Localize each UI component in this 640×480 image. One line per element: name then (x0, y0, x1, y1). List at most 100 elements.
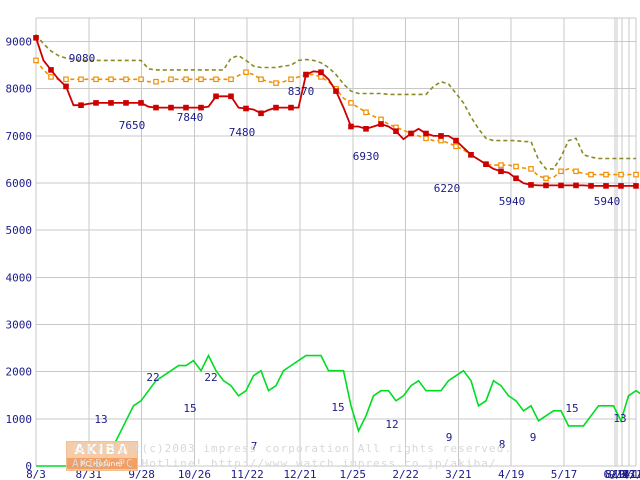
series-marker-min-price (168, 104, 174, 111)
series-marker-avg-price (108, 76, 114, 83)
point-label: 7480 (229, 126, 256, 139)
series-marker-min-price (63, 83, 69, 90)
series-marker-min-price (288, 104, 294, 111)
series-marker-avg-price (633, 171, 639, 178)
series-marker-min-price (453, 137, 459, 144)
series-marker-min-price (348, 123, 354, 130)
x-tick-label: 1/25 (340, 468, 367, 480)
y-tick-label: 9000 (6, 36, 33, 49)
series-marker-avg-price (93, 76, 99, 83)
y-tick-label: 6000 (6, 177, 33, 190)
x-tick-label: 12/21 (283, 468, 316, 480)
series-marker-min-price (78, 102, 84, 109)
point-label: 9080 (69, 52, 96, 65)
point-label: 15 (331, 401, 344, 414)
point-label: 9 (530, 431, 537, 444)
series-line-max-price (35, 34, 636, 170)
x-tick-label: 10/26 (178, 468, 211, 480)
series-marker-avg-price (318, 74, 324, 80)
point-label: 6930 (353, 150, 380, 163)
series-marker-avg-price (288, 76, 294, 83)
series-marker-avg-price (348, 100, 354, 106)
x-tick-label: 2/22 (392, 468, 419, 480)
series-marker-min-price (213, 93, 219, 100)
series-marker-min-price (633, 183, 639, 189)
point-label: 13 (94, 413, 107, 426)
series-marker-avg-price (228, 76, 234, 83)
point-label: 5940 (594, 195, 621, 208)
series-marker-avg-price (573, 168, 579, 175)
series-marker-min-price (423, 130, 429, 137)
series-marker-avg-price (513, 163, 519, 170)
point-label: 7650 (119, 119, 146, 132)
series-marker-min-price (528, 182, 534, 188)
series-marker-min-price (513, 175, 519, 182)
series-marker-avg-price (63, 76, 69, 83)
series-marker-min-price (138, 100, 144, 106)
point-label: 13 (613, 412, 626, 425)
y-tick-label: 4000 (6, 271, 33, 284)
point-label: 5940 (499, 195, 526, 208)
point-label: 7 (251, 440, 258, 453)
series-marker-min-price (93, 100, 99, 106)
series-marker-avg-price (618, 171, 624, 178)
series-marker-min-price (603, 183, 609, 189)
series-marker-avg-price (48, 74, 54, 80)
series-marker-avg-price (603, 171, 609, 178)
series-marker-avg-price (558, 168, 564, 175)
series-marker-avg-price (138, 76, 144, 83)
series-marker-avg-price (363, 109, 369, 116)
series-marker-min-price (363, 125, 369, 132)
series-marker-avg-price (153, 78, 159, 85)
series-marker-min-price (408, 130, 414, 137)
series-marker-avg-price (453, 143, 459, 150)
series-marker-avg-price (258, 76, 264, 83)
series-marker-avg-price (498, 162, 504, 168)
series-marker-min-price (588, 183, 594, 189)
x-tick-label: 8/9 (605, 468, 625, 480)
series-marker-min-price (573, 182, 579, 189)
series-marker-min-price (498, 168, 504, 175)
point-label: 15 (565, 402, 578, 415)
series-marker-min-price (183, 104, 189, 111)
series-marker-min-price (618, 183, 624, 189)
series-marker-avg-price (33, 57, 39, 64)
series-marker-min-price (393, 128, 399, 135)
y-tick-label: 7000 (6, 130, 33, 143)
x-tick-label: 3/21 (445, 468, 472, 480)
series-marker-min-price (153, 104, 159, 111)
y-tick-label: 2000 (6, 366, 33, 379)
series-marker-min-price (438, 133, 444, 139)
url-watermark: AKIBA PC Hotline! http://www.watch.impre… (72, 457, 497, 470)
x-tick-label: 8/3 (26, 468, 46, 480)
point-label: 9 (446, 431, 453, 444)
y-tick-label: 8000 (6, 83, 33, 96)
series-marker-min-price (108, 100, 114, 106)
series-marker-avg-price (273, 80, 279, 86)
series-marker-min-price (483, 161, 489, 168)
x-tick-label: 7/12 (623, 468, 640, 480)
series-marker-min-price (33, 34, 39, 41)
akiba-logo-sub: PC Hotline! (67, 458, 137, 469)
point-label: 22 (146, 371, 159, 384)
x-tick-label: 5/17 (551, 468, 578, 480)
x-tick-label: 11/8 (623, 468, 640, 480)
series-marker-avg-price (168, 76, 174, 83)
series-marker-min-price (543, 182, 549, 189)
series-marker-avg-price (438, 137, 444, 144)
series-marker-avg-price (528, 166, 534, 172)
series-marker-avg-price (378, 116, 384, 123)
series-line-shop-count (36, 353, 640, 467)
series-marker-min-price (123, 100, 129, 106)
series-marker-avg-price (213, 76, 219, 83)
point-label: 7840 (177, 111, 204, 124)
series-marker-min-price (258, 110, 264, 117)
y-tick-label: 0 (25, 460, 32, 473)
y-tick-label: 5000 (6, 224, 33, 237)
akiba-logo-watermark: AKIBA PC Hotline! (66, 441, 138, 471)
series-marker-min-price (333, 88, 339, 94)
point-label: 15 (183, 402, 196, 415)
point-label: 6220 (434, 182, 461, 195)
point-label: 22 (204, 371, 217, 384)
series-marker-avg-price (243, 69, 249, 76)
